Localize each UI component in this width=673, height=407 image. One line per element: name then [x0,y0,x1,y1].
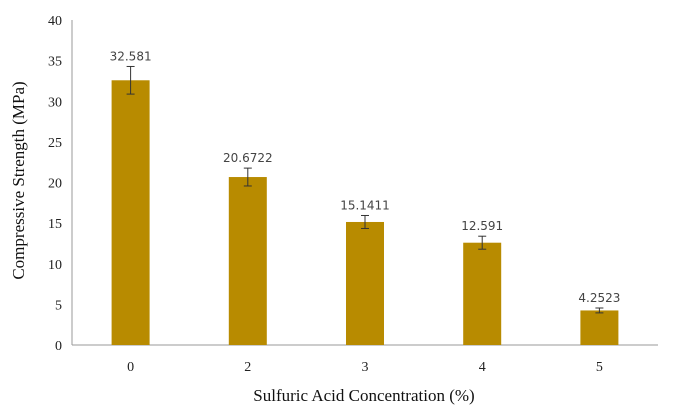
data-label-5: 4.2523 [578,291,620,305]
x-axis-title: Sulfuric Acid Concentration (%) [253,386,474,405]
error-bar-0 [126,65,135,95]
y-axis-ticks: 0 5 10 15 20 25 30 35 40 [48,14,62,354]
bar-5 [580,310,619,345]
bar-4 [463,242,502,345]
y-tick-label: 0 [55,339,62,354]
y-tick-label: 25 [48,136,62,151]
bars-group: 32.581 20.6722 15.1411 12.591 4.2523 [110,49,620,346]
error-bar-3 [361,214,369,229]
data-label-0: 32.581 [110,49,152,63]
y-tick-label: 30 [48,95,62,110]
bar-3 [346,221,384,345]
bar-2 [228,177,267,345]
x-axis-ticks: 0 2 3 4 5 [127,360,603,375]
y-tick-label: 40 [48,14,62,29]
y-tick-label: 15 [48,217,62,232]
x-tick-label: 4 [479,360,486,375]
data-label-3: 15.1411 [340,198,390,212]
x-tick-label: 2 [244,360,251,375]
y-tick-label: 10 [48,258,62,273]
data-label-4: 12.591 [461,219,503,233]
error-bar-2 [243,167,252,187]
data-label-2: 20.6722 [223,151,273,165]
x-tick-label: 0 [127,360,134,375]
error-bar-4 [478,235,487,250]
y-tick-label: 20 [48,177,62,192]
bar-0 [111,80,150,346]
x-tick-label: 3 [362,360,369,375]
y-tick-label: 5 [55,298,62,313]
y-tick-label: 35 [48,55,62,70]
error-bar-5 [595,307,604,314]
x-tick-label: 5 [596,360,603,375]
y-axis-title: Compressive Strength (MPa) [9,81,28,279]
